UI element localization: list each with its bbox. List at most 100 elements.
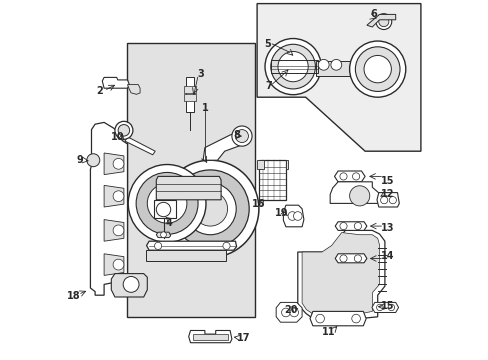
Polygon shape: [104, 153, 123, 175]
Text: 1: 1: [201, 103, 208, 113]
Polygon shape: [102, 77, 129, 88]
Polygon shape: [104, 185, 123, 207]
Polygon shape: [146, 241, 236, 250]
Circle shape: [354, 222, 361, 230]
Polygon shape: [366, 14, 395, 27]
Polygon shape: [335, 254, 366, 263]
Polygon shape: [371, 302, 398, 312]
Circle shape: [235, 130, 248, 143]
Polygon shape: [104, 220, 123, 241]
Polygon shape: [156, 176, 221, 200]
Polygon shape: [335, 222, 366, 230]
Circle shape: [318, 59, 328, 70]
Circle shape: [315, 314, 324, 323]
Circle shape: [378, 17, 388, 27]
Polygon shape: [156, 232, 170, 238]
Text: 15: 15: [380, 176, 394, 186]
Polygon shape: [334, 171, 365, 182]
Polygon shape: [376, 193, 399, 207]
Circle shape: [160, 232, 166, 238]
Circle shape: [375, 14, 391, 30]
Circle shape: [277, 51, 307, 82]
Text: 10: 10: [111, 132, 124, 142]
Circle shape: [339, 173, 346, 180]
Text: 11: 11: [322, 327, 335, 337]
Polygon shape: [285, 160, 287, 169]
Circle shape: [287, 212, 296, 220]
Circle shape: [113, 259, 123, 270]
Text: 5: 5: [264, 39, 271, 49]
Text: 7: 7: [264, 81, 271, 91]
Text: 6: 6: [369, 9, 376, 19]
Circle shape: [289, 308, 298, 317]
Circle shape: [184, 183, 236, 235]
Circle shape: [339, 255, 346, 262]
Bar: [183, 94, 196, 101]
Circle shape: [128, 165, 205, 242]
Polygon shape: [188, 330, 231, 343]
Bar: [258, 160, 285, 200]
Polygon shape: [283, 205, 303, 227]
Circle shape: [354, 255, 361, 262]
Circle shape: [363, 55, 390, 83]
Text: 16: 16: [252, 199, 265, 210]
Circle shape: [162, 160, 258, 257]
Polygon shape: [297, 230, 384, 319]
Polygon shape: [125, 137, 155, 155]
Circle shape: [339, 222, 346, 230]
Circle shape: [223, 242, 230, 249]
Polygon shape: [145, 250, 226, 261]
Text: 17: 17: [237, 333, 250, 343]
Circle shape: [231, 126, 251, 146]
Circle shape: [115, 121, 133, 139]
Text: 18: 18: [66, 291, 80, 301]
Polygon shape: [127, 85, 140, 94]
Polygon shape: [302, 233, 379, 314]
Text: 9: 9: [76, 155, 83, 165]
Bar: [186, 77, 194, 112]
Polygon shape: [329, 182, 381, 203]
Circle shape: [264, 39, 321, 95]
Polygon shape: [309, 311, 366, 326]
Bar: [316, 61, 357, 76]
Circle shape: [293, 212, 302, 220]
Circle shape: [352, 173, 359, 180]
Polygon shape: [104, 254, 123, 275]
Text: 15: 15: [380, 301, 394, 311]
Circle shape: [113, 225, 123, 236]
Bar: [183, 86, 196, 93]
Circle shape: [387, 304, 394, 311]
Polygon shape: [257, 160, 264, 169]
Polygon shape: [90, 122, 127, 295]
Circle shape: [136, 172, 198, 234]
Polygon shape: [111, 274, 147, 297]
Circle shape: [193, 192, 227, 226]
Circle shape: [147, 184, 186, 223]
Bar: [127, 43, 255, 317]
Text: 20: 20: [283, 305, 297, 315]
Circle shape: [349, 186, 369, 206]
Circle shape: [123, 276, 139, 292]
Text: 2: 2: [96, 86, 103, 96]
Circle shape: [113, 158, 123, 169]
Circle shape: [281, 308, 289, 317]
Circle shape: [171, 170, 249, 248]
Circle shape: [355, 47, 399, 91]
Text: 12: 12: [380, 189, 394, 199]
Text: 4: 4: [165, 218, 172, 228]
Circle shape: [113, 191, 123, 202]
Circle shape: [376, 304, 382, 311]
Text: 19: 19: [274, 208, 287, 218]
Circle shape: [87, 154, 100, 167]
Text: 8: 8: [233, 130, 240, 140]
Circle shape: [156, 202, 170, 217]
Polygon shape: [203, 130, 247, 160]
Text: 14: 14: [380, 251, 394, 261]
Polygon shape: [257, 4, 420, 151]
Polygon shape: [153, 200, 176, 218]
Text: 3: 3: [197, 69, 203, 79]
Circle shape: [154, 242, 162, 249]
Circle shape: [351, 314, 360, 323]
Circle shape: [380, 197, 387, 204]
Bar: [192, 334, 227, 340]
